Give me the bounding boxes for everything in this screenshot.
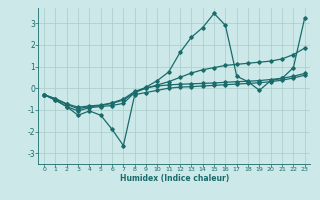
X-axis label: Humidex (Indice chaleur): Humidex (Indice chaleur) <box>120 174 229 183</box>
